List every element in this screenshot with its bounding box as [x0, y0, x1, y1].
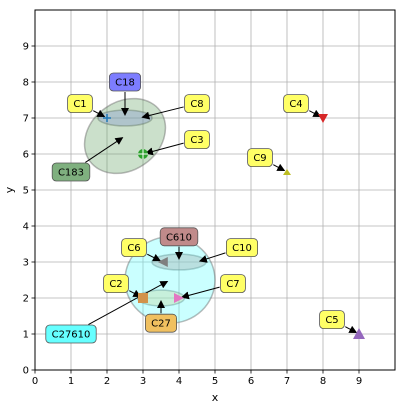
data-markers [103, 114, 365, 339]
label-box-c183 [51, 162, 91, 182]
y-tick-label: 1 [23, 330, 29, 341]
x-tick-label: 2 [104, 376, 110, 387]
arrow-c1 [93, 109, 106, 118]
arrow-c6 [147, 253, 162, 262]
label-c4: C4 [289, 99, 302, 110]
arrow-c27610 [88, 280, 169, 325]
label-box-c1 [67, 94, 93, 113]
label-c27: C27 [151, 319, 171, 330]
arrow-c10 [198, 252, 226, 263]
arrow-c7 [180, 286, 220, 300]
x-axis-label: x [212, 391, 219, 404]
label-c10: C10 [232, 243, 252, 254]
arrow-c8 [141, 106, 184, 120]
label-c8: C8 [190, 99, 203, 110]
label-c2: C2 [109, 279, 122, 290]
x-tick-label: 4 [176, 376, 182, 387]
y-tick-label: 9 [23, 42, 29, 53]
label-box-c6 [121, 238, 147, 258]
label-c1: C1 [73, 99, 86, 110]
label-box-c610 [159, 227, 199, 247]
y-tick-label: 6 [23, 150, 29, 161]
axis-ticks: 0 1 2 3 4 5 6 7 8 9 0 1 2 3 4 5 6 7 8 9 [23, 42, 363, 388]
label-c610: C610 [166, 232, 192, 243]
label-box-c8 [184, 94, 210, 113]
arrow-c4 [309, 109, 322, 118]
label-box-c4 [283, 94, 309, 113]
label-c5: C5 [325, 315, 338, 326]
y-tick-label: 0 [23, 366, 29, 377]
y-axis-label: y [3, 186, 16, 193]
x-tick-label: 0 [32, 376, 38, 387]
arrow-c183 [85, 137, 124, 163]
annotation-labels: C1 C8 C18 C3 C183 C4 C9 C6 C610 C10 C2 C7 C27 C27610 C… [45, 72, 345, 344]
marker-c7 [174, 293, 184, 303]
marker-c5 [353, 328, 365, 339]
marker-c2 [138, 293, 148, 303]
arrow-c9 [273, 163, 286, 172]
label-c18: C18 [115, 78, 135, 89]
arrow-c3 [144, 142, 184, 156]
y-tick-label: 8 [23, 78, 29, 89]
label-box-c27 [144, 313, 177, 333]
y-tick-label: 7 [23, 114, 29, 125]
label-box-c9 [247, 148, 273, 168]
x-tick-label: 3 [140, 376, 146, 387]
label-c3: C3 [190, 135, 203, 146]
x-tick-label: 8 [320, 376, 326, 387]
label-box-c10 [225, 238, 258, 258]
label-box-c27610 [45, 324, 97, 344]
label-box-c5 [319, 310, 345, 330]
x-tick-label: 9 [356, 376, 362, 387]
label-box-c2 [103, 274, 129, 294]
label-c27610: C27610 [52, 330, 91, 341]
label-c6: C6 [127, 243, 140, 254]
y-tick-label: 3 [23, 258, 29, 269]
y-tick-label: 5 [23, 186, 29, 197]
arrow-c5 [345, 325, 358, 334]
label-c7: C7 [226, 279, 239, 290]
marker-c6 [157, 257, 168, 267]
annotation-arrows [85, 92, 358, 334]
x-tick-label: 7 [284, 376, 290, 387]
marker-c4 [318, 114, 328, 123]
x-tick-label: 6 [248, 376, 254, 387]
x-tick-label: 5 [212, 376, 218, 387]
label-c9: C9 [253, 153, 266, 164]
marker-c1 [103, 114, 111, 122]
label-box-c7 [220, 274, 246, 294]
marker-c9 [283, 169, 291, 175]
marker-c3-cross [138, 149, 148, 159]
label-box-c18 [109, 72, 142, 92]
label-box-c3 [184, 130, 210, 150]
label-c183: C183 [58, 168, 84, 179]
y-tick-label: 4 [23, 222, 29, 233]
y-tick-label: 2 [23, 294, 29, 305]
x-tick-label: 1 [68, 376, 74, 387]
